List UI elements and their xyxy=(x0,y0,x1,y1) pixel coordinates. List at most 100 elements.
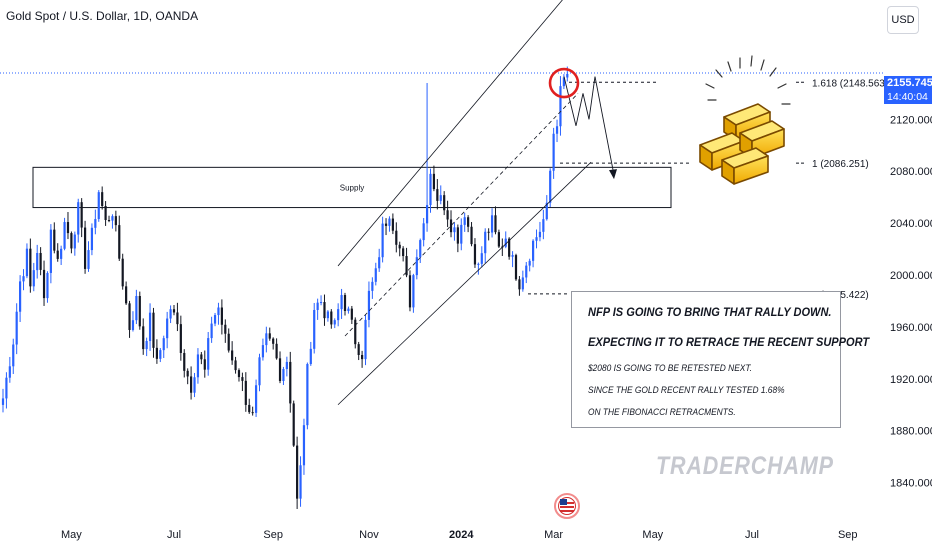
candle-body xyxy=(538,231,542,238)
candle-body xyxy=(453,227,456,233)
candle-body xyxy=(172,309,176,313)
candle-body xyxy=(313,309,316,349)
candle-body xyxy=(473,244,477,265)
candle-body xyxy=(90,227,94,251)
candle-body xyxy=(104,205,107,221)
candle-body xyxy=(94,219,97,228)
candle-body xyxy=(364,319,367,360)
x-tick-label: Jul xyxy=(167,529,181,541)
candle-body xyxy=(449,219,453,233)
candle-body xyxy=(248,404,251,413)
candle-body xyxy=(381,223,384,258)
x-tick-label: May xyxy=(642,529,663,541)
candle-body xyxy=(183,352,186,371)
candle-body xyxy=(337,309,340,321)
y-tick-label: 1880.000 xyxy=(890,426,932,438)
candle-body xyxy=(97,192,100,220)
candle-body xyxy=(326,311,329,319)
candle-body xyxy=(535,237,538,241)
candle-body xyxy=(5,377,8,399)
candle-body xyxy=(1,398,5,405)
candle-body xyxy=(25,248,29,277)
candle-body xyxy=(371,281,374,291)
y-tick-label: 1840.000 xyxy=(890,478,932,490)
countdown-tag: 14:40:04 xyxy=(884,90,932,104)
candle-body xyxy=(251,412,254,414)
candle-body xyxy=(316,302,319,310)
y-tick-label: 1920.000 xyxy=(890,374,932,386)
candle-body xyxy=(114,216,117,226)
watermark: TRADERCHAMP xyxy=(656,452,834,480)
candle-body xyxy=(302,425,306,466)
candle-body xyxy=(511,255,514,257)
candle-body xyxy=(518,279,521,290)
candle-body xyxy=(432,173,436,190)
candle-body xyxy=(456,227,459,244)
candle-body xyxy=(309,348,312,365)
candle-body xyxy=(278,358,282,381)
projection-path xyxy=(563,76,615,176)
candle-body xyxy=(391,218,394,231)
candle-body xyxy=(347,308,350,312)
candle-body xyxy=(296,445,299,499)
candle-body xyxy=(343,295,347,312)
candle-body xyxy=(176,312,179,325)
candle-body xyxy=(145,341,148,350)
x-tick-label: May xyxy=(61,529,82,541)
candle-body xyxy=(422,223,425,241)
candle-body xyxy=(566,73,569,78)
candle-body xyxy=(196,354,200,378)
candle-body xyxy=(220,307,223,325)
candle-body xyxy=(53,229,56,251)
candle-body xyxy=(70,233,73,249)
candle-body xyxy=(87,250,90,269)
candle-body xyxy=(101,192,104,206)
currency-button[interactable]: USD xyxy=(887,6,919,34)
note-line-4: SINCE THE GOLD RECENT RALLY TESTED 1.68% xyxy=(588,385,785,396)
candle-body xyxy=(159,350,162,359)
analysis-note: NFP IS GOING TO BRING THAT RALLY DOWN. E… xyxy=(571,291,869,428)
x-tick-label: 2024 xyxy=(449,529,474,541)
candle-body xyxy=(470,226,473,245)
candle-body xyxy=(395,230,398,245)
candle-body xyxy=(436,189,439,201)
candle-body xyxy=(125,286,128,304)
candle-body xyxy=(42,269,46,299)
candle-body xyxy=(135,296,138,321)
candle-body xyxy=(378,257,381,269)
note-line-1: NFP IS GOING TO BRING THAT RALLY DOWN. xyxy=(588,305,832,319)
candle-body xyxy=(190,376,193,393)
candle-body xyxy=(562,77,565,87)
candle-body xyxy=(443,195,446,211)
candle-body xyxy=(552,133,555,171)
candle-body xyxy=(32,270,35,287)
channel-mid-line xyxy=(344,93,579,337)
candle-body xyxy=(56,250,59,259)
candle-body xyxy=(521,277,524,290)
candle-body xyxy=(29,248,32,287)
candle-body xyxy=(213,315,217,324)
candle-body xyxy=(207,338,210,370)
x-tick-label: Jul xyxy=(745,529,759,541)
candle-body xyxy=(361,354,364,360)
candle-body xyxy=(384,223,388,226)
candle-body xyxy=(210,323,213,339)
y-tick-label: 2040.000 xyxy=(890,218,932,230)
candle-body xyxy=(480,253,483,264)
candle-body xyxy=(19,281,22,312)
candle-body xyxy=(333,320,336,325)
candle-body xyxy=(463,217,466,225)
candle-body xyxy=(285,361,288,370)
x-tick-label: Nov xyxy=(359,529,379,541)
candle-body xyxy=(261,345,265,358)
candle-body xyxy=(217,307,220,316)
highlight-circle xyxy=(548,67,580,99)
candle-body xyxy=(477,263,480,265)
x-tick-label: Sep xyxy=(838,529,858,541)
candle-body xyxy=(107,220,111,222)
candle-body xyxy=(408,275,412,308)
candle-body xyxy=(340,295,343,310)
candle-body xyxy=(131,320,135,330)
channel-upper-line xyxy=(337,0,563,267)
